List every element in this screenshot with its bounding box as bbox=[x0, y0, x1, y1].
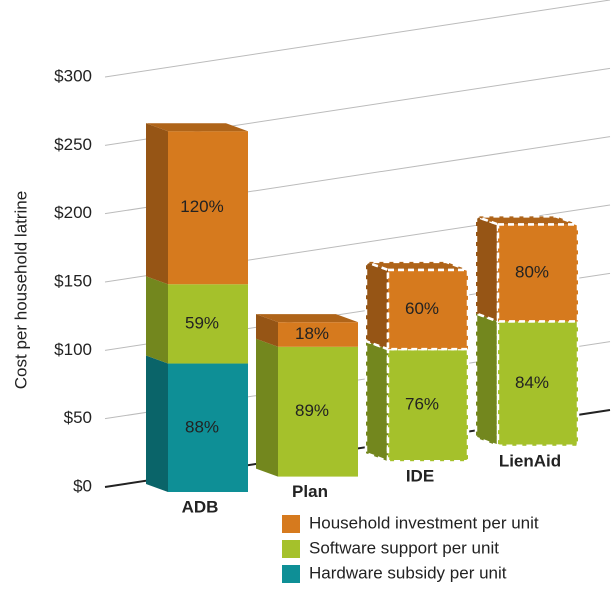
bar-segment bbox=[386, 347, 470, 463]
grid-line bbox=[104, 0, 611, 78]
y-tick-label: $200 bbox=[54, 203, 92, 222]
bar-segment bbox=[168, 363, 248, 492]
bar-side bbox=[474, 214, 500, 324]
bar-side bbox=[364, 339, 390, 463]
legend-label: Hardware subsidy per unit bbox=[309, 563, 507, 582]
legend-swatch bbox=[282, 515, 300, 533]
y-tick-label: $250 bbox=[54, 135, 92, 154]
legend-label: Software support per unit bbox=[309, 538, 499, 557]
bar-side bbox=[256, 338, 278, 477]
segment-label: 88% bbox=[185, 417, 219, 436]
bar-segment bbox=[168, 284, 248, 364]
bar-top bbox=[256, 314, 358, 323]
bar-side bbox=[364, 260, 390, 351]
bar-segment bbox=[496, 223, 580, 323]
segment-label: 120% bbox=[180, 197, 223, 216]
segment-label: 80% bbox=[515, 262, 549, 281]
y-axis-label: Cost per household latrine bbox=[11, 191, 30, 389]
y-tick-label: $100 bbox=[54, 340, 92, 359]
bar-side bbox=[146, 276, 168, 364]
bar-top bbox=[146, 123, 248, 132]
segment-label: 18% bbox=[295, 324, 329, 343]
bar-side bbox=[146, 123, 168, 285]
bar-top bbox=[475, 215, 579, 226]
segment-label: 59% bbox=[185, 313, 219, 332]
legend-label: Household investment per unit bbox=[309, 513, 539, 532]
bar-segment bbox=[168, 131, 248, 285]
bar-segment bbox=[278, 346, 358, 477]
segment-label: 60% bbox=[405, 299, 439, 318]
bar-side bbox=[256, 314, 278, 347]
segment-label: 76% bbox=[405, 395, 439, 414]
x-tick-label: IDE bbox=[406, 467, 434, 486]
bar-top bbox=[365, 260, 469, 272]
y-tick-label: $300 bbox=[54, 66, 92, 85]
x-tick-label: Plan bbox=[292, 482, 328, 501]
segment-label: 84% bbox=[515, 373, 549, 392]
y-tick-label: $150 bbox=[54, 271, 92, 290]
bar-side bbox=[474, 311, 500, 448]
y-tick-label: $0 bbox=[73, 476, 92, 495]
x-tick-label: LienAid bbox=[499, 451, 561, 470]
legend-swatch bbox=[282, 540, 300, 558]
y-tick-label: $50 bbox=[64, 408, 92, 427]
bar-segment bbox=[278, 322, 358, 347]
bar-side bbox=[146, 355, 168, 492]
x-tick-label: ADB bbox=[182, 497, 219, 516]
segment-label: 89% bbox=[295, 401, 329, 420]
legend-swatch bbox=[282, 565, 300, 583]
